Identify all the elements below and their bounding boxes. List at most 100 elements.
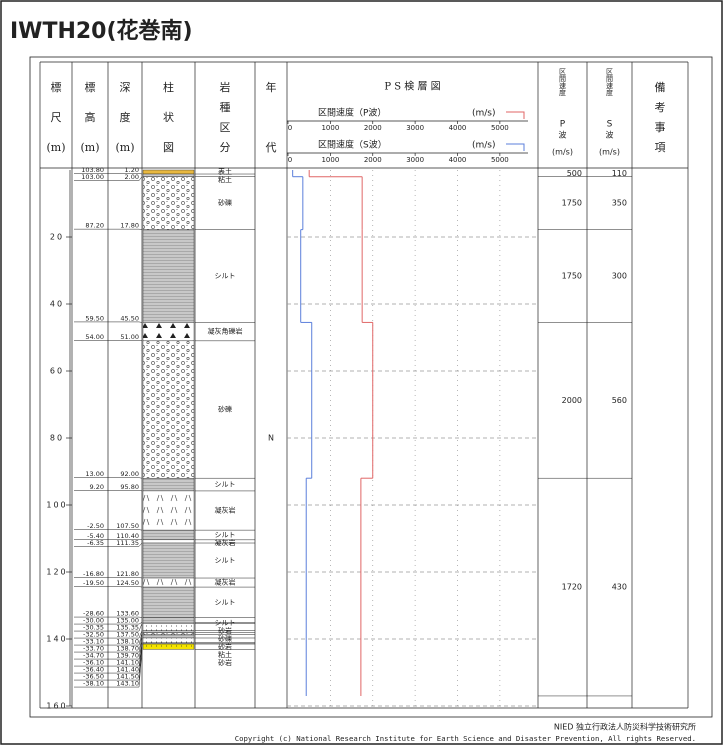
depth-label: 17.80 <box>120 222 139 230</box>
vs-value: 110 <box>612 169 627 178</box>
header-label: P <box>560 120 566 130</box>
scale-label: 80 <box>50 434 64 443</box>
axis-tick-label: 0 <box>288 124 292 132</box>
layer <box>142 617 195 623</box>
depth-label: 138.10 <box>116 638 139 646</box>
layer <box>142 173 195 177</box>
depth-label: 133.60 <box>116 610 139 618</box>
elevation-label: -6.35 <box>87 539 104 547</box>
scale-label: 40 <box>50 300 64 309</box>
vp-value: 1750 <box>562 199 582 208</box>
header-label: 項 <box>655 141 666 154</box>
legend-mark <box>506 111 525 119</box>
header-label: 尺 <box>51 111 62 124</box>
label-leader <box>138 644 143 681</box>
vp-value: 500 <box>567 169 582 178</box>
header-label: (m) <box>80 141 99 154</box>
axis-tick-label: 0 <box>288 156 292 164</box>
axis-label: 区間速度（P波） <box>318 107 386 119</box>
elevation-label: -36.50 <box>83 673 104 681</box>
header-label: 岩 <box>220 80 231 94</box>
axis-tick-label: 1000 <box>321 124 339 132</box>
header-label: (m) <box>115 141 134 154</box>
elevation-label: -36.10 <box>83 659 104 667</box>
label-leader <box>138 542 143 547</box>
scale-label: 120 <box>46 568 67 577</box>
rock-label: 凝灰岩 <box>215 578 236 587</box>
rock-label: 表土 <box>218 167 232 176</box>
header-label: 考 <box>655 101 666 114</box>
elevation-label: 87.20 <box>85 222 104 230</box>
label-leader <box>138 577 143 579</box>
label-leader <box>138 634 143 653</box>
scale-label: 20 <box>50 233 64 242</box>
depth-label: 135.00 <box>116 617 139 625</box>
page-title: IWTH20(花巻南) <box>10 18 193 44</box>
header-label: 高 <box>85 110 96 124</box>
elevation-label: -30.35 <box>83 624 104 632</box>
depth-label: 137.50 <box>116 631 139 639</box>
axis-tick-label: 5000 <box>491 124 509 132</box>
label-leader <box>138 490 143 492</box>
layer <box>142 340 195 479</box>
footer-copyright: Copyright (c) National Research Institut… <box>235 734 696 743</box>
elevation-label: -2.50 <box>87 522 104 530</box>
elevation-label: 13.00 <box>85 470 104 478</box>
label-leader <box>138 649 143 688</box>
vs-value: 430 <box>612 583 627 592</box>
layer <box>142 632 195 635</box>
label-leader <box>138 228 143 230</box>
label-leader <box>138 637 143 660</box>
elevation-label: -34.70 <box>83 652 104 660</box>
rock-label: シルト <box>215 481 236 489</box>
depth-label: 124.50 <box>116 579 139 587</box>
label-leader <box>138 539 143 541</box>
layer <box>142 322 195 342</box>
depth-label: 121.80 <box>116 570 139 578</box>
layer <box>142 577 195 588</box>
depth-label: 141.10 <box>116 659 139 667</box>
depth-label: 51.00 <box>120 333 139 341</box>
elevation-label: 103.00 <box>81 173 104 181</box>
rock-label: 凝灰岩 <box>215 506 236 515</box>
depth-label: 107.50 <box>116 522 139 530</box>
header-label: 備 <box>655 81 666 94</box>
layer <box>142 529 195 541</box>
elevation-label: 54.00 <box>85 333 104 341</box>
layer <box>142 630 195 633</box>
elevation-label: -32.50 <box>83 631 104 639</box>
vp-value: 1750 <box>562 272 582 281</box>
layer <box>142 586 195 618</box>
rock-label: 砂岩 <box>218 626 232 635</box>
layer <box>142 542 195 579</box>
elevation-label: -38.10 <box>83 680 104 688</box>
label-leader <box>138 529 143 531</box>
header-label: 柱 <box>163 80 174 94</box>
label-leader <box>138 340 143 342</box>
elevation-label: -33.70 <box>83 645 104 653</box>
axis-unit: (m/s) <box>472 109 496 119</box>
layer <box>142 637 195 643</box>
header-label: 区間速度 <box>559 68 567 97</box>
axis-tick-label: 1000 <box>321 156 339 164</box>
rock-label: 砂礫 <box>218 405 232 414</box>
scale-label: 60 <box>50 367 64 376</box>
rock-label: 砂礫 <box>218 634 232 643</box>
header-label: 度 <box>120 110 131 124</box>
vp-value: 1720 <box>562 583 582 592</box>
elevation-label: -33.10 <box>83 638 104 646</box>
elevation-label: -19.50 <box>83 579 104 587</box>
depth-label: 95.80 <box>120 483 139 491</box>
header-label: S <box>607 120 613 130</box>
label-leader <box>138 630 143 639</box>
era-label: N <box>268 434 274 443</box>
label-leader <box>138 622 143 625</box>
layer <box>142 623 195 631</box>
scale-label: 140 <box>46 635 67 644</box>
rock-label: 凝灰岩 <box>215 538 236 547</box>
layer <box>142 539 195 544</box>
rock-label: 砂岩 <box>218 658 232 667</box>
vp-value: 2000 <box>562 396 582 405</box>
elevation-label: 9.20 <box>90 483 104 491</box>
